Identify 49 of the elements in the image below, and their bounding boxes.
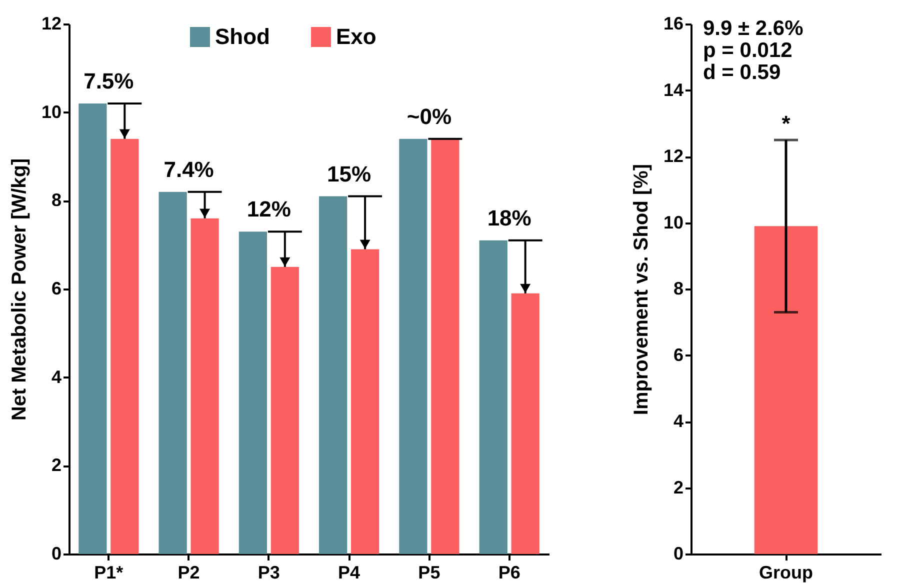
y-tick-label: 10: [41, 102, 62, 122]
bar: [511, 293, 540, 554]
y-tick-label: 16: [663, 14, 684, 34]
annotation: d = 0.59: [703, 61, 781, 84]
annotation: 9.9 ± 2.6%: [703, 17, 804, 40]
annotation: *: [782, 110, 791, 136]
bar: [110, 138, 139, 554]
x-tick-label: P2: [178, 562, 200, 582]
annotation: 7.4%: [164, 156, 214, 182]
x-tick-label: P4: [338, 562, 360, 582]
y-tick-label: 12: [663, 146, 684, 166]
x-tick-label: P3: [258, 562, 280, 582]
annotation: ~0%: [406, 104, 452, 129]
bar: [431, 138, 460, 554]
y-tick-label: 8: [673, 278, 684, 298]
bar: [190, 218, 219, 554]
x-tick-label: Group: [759, 562, 813, 582]
bar: [158, 192, 187, 554]
y-tick-label: 14: [663, 80, 684, 100]
annotation: 7.5%: [84, 68, 134, 94]
bar: [479, 240, 508, 554]
legend-label: Shod: [215, 24, 270, 49]
x-tick-label: P5: [418, 562, 440, 582]
legend-label: Exo: [336, 24, 376, 49]
y-tick-label: 2: [51, 455, 62, 476]
y-tick-label: 2: [673, 477, 684, 498]
y-tick-label: 8: [51, 190, 62, 210]
y-tick-label: 6: [51, 278, 62, 298]
bar: [238, 232, 268, 554]
y-tick-label: 0: [51, 544, 62, 564]
annotation: 18%: [487, 205, 532, 230]
bar: [399, 138, 428, 554]
y-tick-label: 6: [673, 344, 684, 365]
y-axis-title: Net Metabolic Power [W/kg]: [8, 158, 30, 421]
annotation: 15%: [327, 161, 372, 186]
bar: [78, 104, 107, 554]
y-tick-label: 0: [673, 544, 684, 564]
bar: [319, 196, 348, 554]
y-tick-label: 10: [663, 212, 684, 232]
x-tick-label: P6: [498, 562, 520, 582]
y-tick-label: 4: [51, 366, 62, 387]
annotation: p = 0.012: [703, 39, 792, 62]
y-axis-title: Improvement vs. Shod [%]: [630, 164, 652, 416]
x-tick-label: P1*: [94, 562, 124, 582]
bar: [270, 266, 299, 554]
bar: [350, 249, 380, 554]
y-tick-label: 12: [41, 14, 62, 34]
y-tick-label: 4: [673, 411, 684, 431]
annotation: 12%: [246, 196, 291, 222]
